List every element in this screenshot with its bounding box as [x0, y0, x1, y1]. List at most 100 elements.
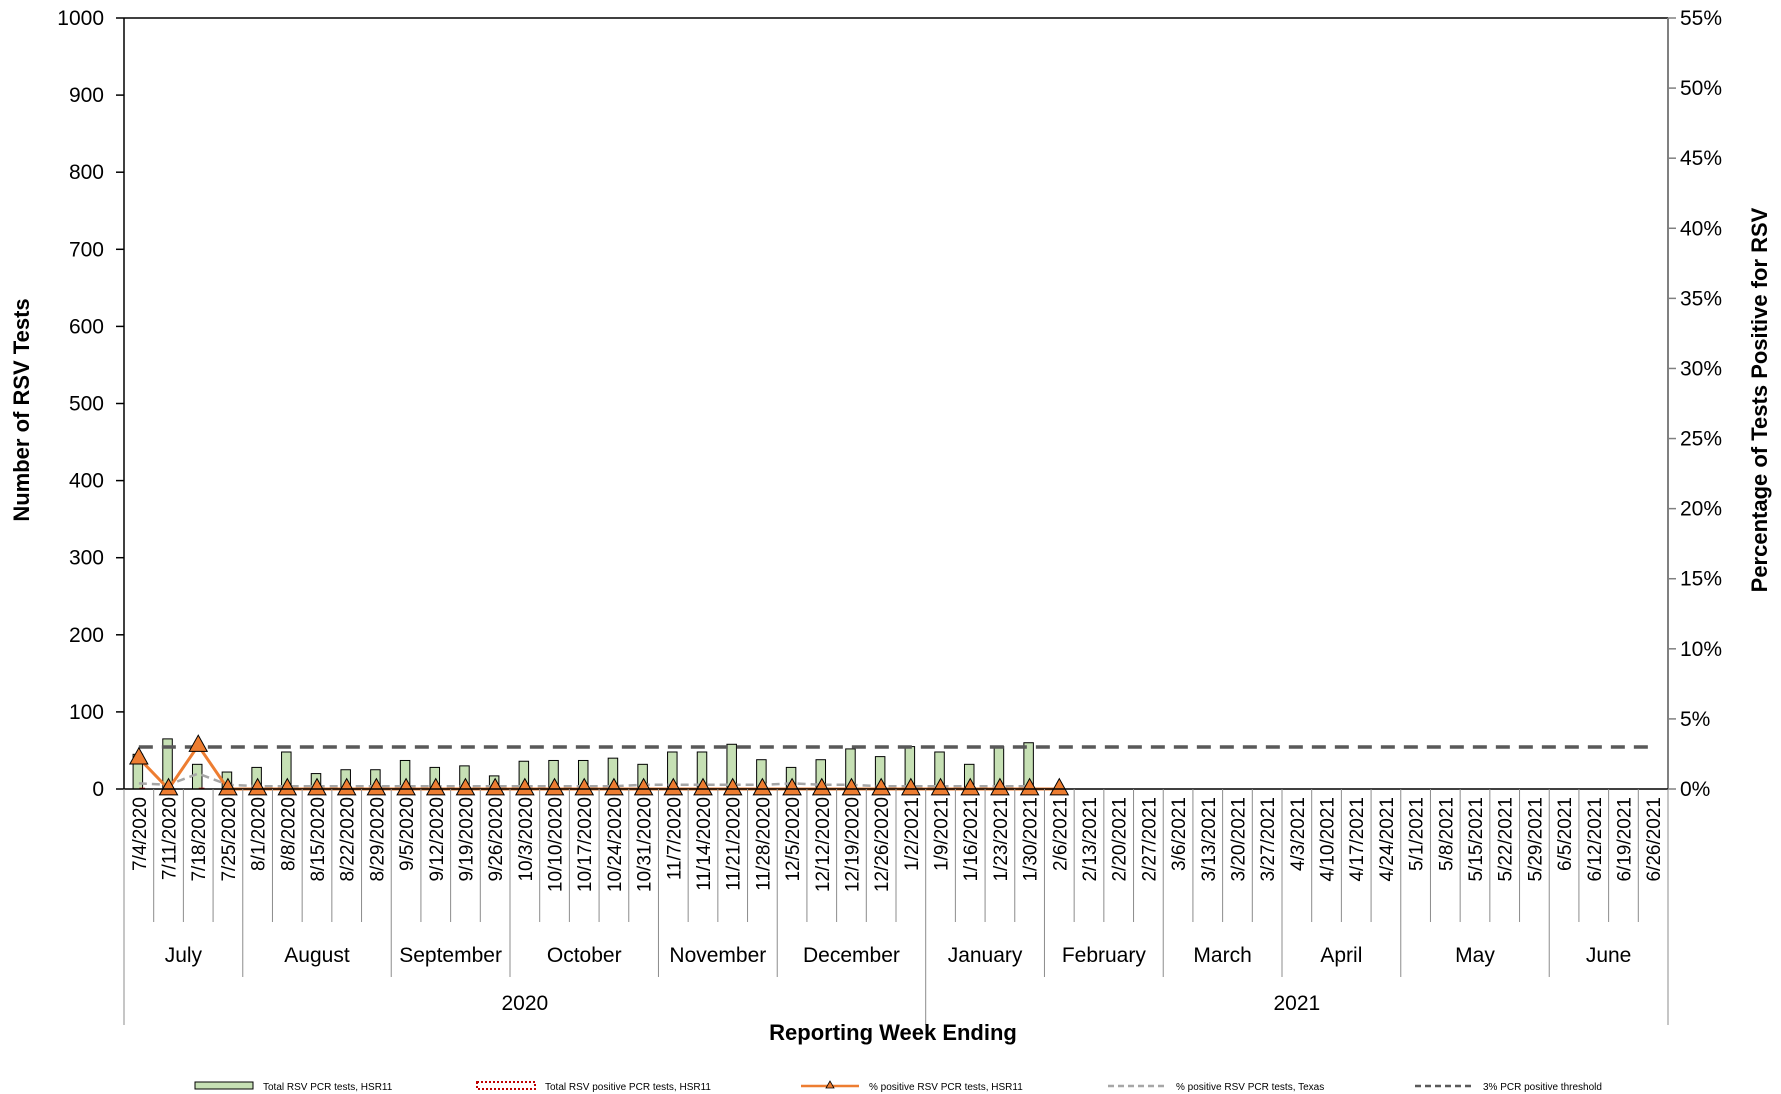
hsr11-point-marker [574, 777, 595, 796]
x-tick-label: 6/12/2021 [1585, 797, 1606, 882]
month-label: March [1193, 944, 1251, 967]
x-tick-label: 2/6/2021 [1050, 797, 1071, 871]
x-tick-label: 9/19/2020 [456, 797, 477, 882]
x-tick-label: 9/12/2020 [427, 797, 448, 882]
y2-tick-label: 25% [1680, 428, 1722, 451]
hsr11-point-marker [544, 777, 565, 796]
y-tick-label: 600 [69, 315, 104, 338]
month-label: October [547, 944, 622, 967]
y-tick-label: 200 [69, 624, 104, 647]
x-tick-label: 11/14/2020 [694, 797, 715, 891]
hsr11-point-marker [1049, 777, 1070, 796]
x-tick-label: 5/29/2021 [1525, 797, 1546, 882]
legend-label: Total RSV positive PCR tests, HSR11 [545, 1082, 711, 1093]
x-tick-label: 7/11/2020 [160, 797, 181, 880]
legend-label: % positive RSV PCR tests, HSR11 [869, 1082, 1023, 1093]
hsr11-point-marker [425, 777, 446, 796]
x-tick-label: 7/25/2020 [219, 797, 240, 882]
month-label: November [669, 944, 766, 967]
x-tick-label: 2/13/2021 [1080, 797, 1101, 882]
hsr11-percent-line [137, 742, 1060, 792]
x-labels-layer: 7/4/2020 7/11/2020 7/18/2020 7/25/2020 8/1/2… [123, 789, 1669, 1025]
hsr11-point-marker [722, 777, 743, 796]
hsr11-point-marker [1019, 777, 1040, 796]
x-tick-label: 10/31/2020 [635, 797, 656, 892]
x-tick-label: 12/5/2020 [783, 797, 804, 882]
hsr11-point-marker [128, 746, 149, 765]
x-tick-label: 2/27/2021 [1139, 797, 1160, 882]
x-tick-label: 1/9/2021 [932, 797, 953, 871]
hsr11-point-marker [841, 777, 862, 796]
axes-layer: 0 100 200 300 400 500 600 700 800 900 1000 0% 5% 10% 1… [57, 7, 1722, 801]
x-tick-label: 6/5/2021 [1555, 797, 1576, 871]
hsr11-point-marker [900, 777, 921, 796]
y2-tick-label: 40% [1680, 217, 1722, 240]
x-tick-label: 8/29/2020 [367, 797, 388, 882]
hsr11-point-marker [396, 777, 416, 796]
legend-label: 3% PCR positive threshold [1483, 1082, 1602, 1093]
x-tick-label: 12/26/2020 [872, 797, 893, 892]
hsr11-point-marker [336, 777, 357, 796]
legend-label: % positive RSV PCR tests, Texas [1176, 1082, 1324, 1093]
hsr11-point-marker [960, 777, 981, 796]
x-tick-label: 10/17/2020 [575, 797, 596, 892]
y2-tick-label: 30% [1680, 357, 1722, 380]
hsr11-point-marker [663, 777, 684, 796]
legend-label: Total RSV PCR tests, HSR11 [263, 1082, 393, 1093]
y-tick-label: 300 [69, 547, 104, 570]
x-tick-label: 4/24/2021 [1377, 797, 1398, 882]
x-tick-label: 5/15/2021 [1466, 797, 1487, 882]
x-tick-label: 3/27/2021 [1258, 797, 1279, 882]
x-tick-label: 8/22/2020 [338, 797, 359, 882]
month-label: May [1455, 944, 1495, 967]
y-tick-label: 800 [69, 161, 104, 184]
x-tick-label: 8/1/2020 [249, 797, 270, 871]
month-label: January [948, 944, 1023, 967]
hsr11-point-marker [485, 777, 506, 796]
x-tick-label: 4/10/2021 [1318, 797, 1339, 882]
x-tick-label: 1/30/2021 [1021, 797, 1042, 882]
x-tick-label: 12/12/2020 [813, 797, 834, 892]
legend-swatch-total [194, 1081, 254, 1090]
x-tick-label: 1/2/2021 [902, 797, 923, 871]
x-tick-label: 1/23/2021 [991, 797, 1012, 882]
x-tick-label: 9/26/2020 [486, 797, 507, 882]
hsr11-point-marker [307, 777, 327, 796]
hsr11-point-marker [455, 777, 476, 796]
x-tick-label: 6/19/2021 [1614, 797, 1635, 882]
x-tick-label: 5/22/2021 [1496, 797, 1517, 882]
hsr11-point-marker [811, 777, 832, 796]
y2-tick-label: 50% [1680, 77, 1722, 100]
hsr11-point-marker [633, 777, 654, 796]
x-tick-label: 3/20/2021 [1228, 797, 1249, 882]
hsr11-point-marker [218, 777, 238, 796]
x-tick-label: 10/3/2020 [516, 797, 537, 882]
month-label: June [1586, 944, 1632, 967]
x-tick-label: 2/20/2021 [1110, 797, 1131, 882]
bar-total-tests [191, 763, 203, 790]
y-tick-label: 400 [69, 470, 104, 493]
y-tick-label: 1000 [57, 7, 104, 30]
legend-marker-hsr11 [825, 1080, 835, 1089]
y-tick-label: 900 [69, 84, 104, 107]
x-tick-label: 6/26/2021 [1644, 797, 1665, 882]
hsr11-point-marker [930, 777, 951, 796]
month-label: August [284, 944, 350, 967]
y-tick-label: 100 [69, 701, 104, 724]
hsr11-point-marker [158, 777, 179, 796]
y2-tick-label: 10% [1680, 638, 1722, 661]
x-tick-label: 10/10/2020 [546, 797, 567, 892]
hsr11-point-marker [188, 734, 209, 752]
month-label: February [1062, 944, 1147, 967]
y2-tick-label: 5% [1680, 708, 1710, 731]
month-label: September [399, 944, 502, 967]
x-tick-label: 8/15/2020 [308, 797, 329, 882]
hsr11-point-marker [514, 777, 535, 796]
year-label: 2020 [501, 992, 548, 1015]
x-tick-label: 10/24/2020 [605, 797, 626, 892]
x-tick-label: 3/6/2021 [1169, 797, 1190, 871]
x-tick-label: 4/17/2021 [1347, 797, 1368, 882]
month-label: July [165, 944, 203, 967]
x-tick-label: 11/21/2020 [724, 797, 745, 891]
y-tick-label: 0 [92, 778, 104, 801]
